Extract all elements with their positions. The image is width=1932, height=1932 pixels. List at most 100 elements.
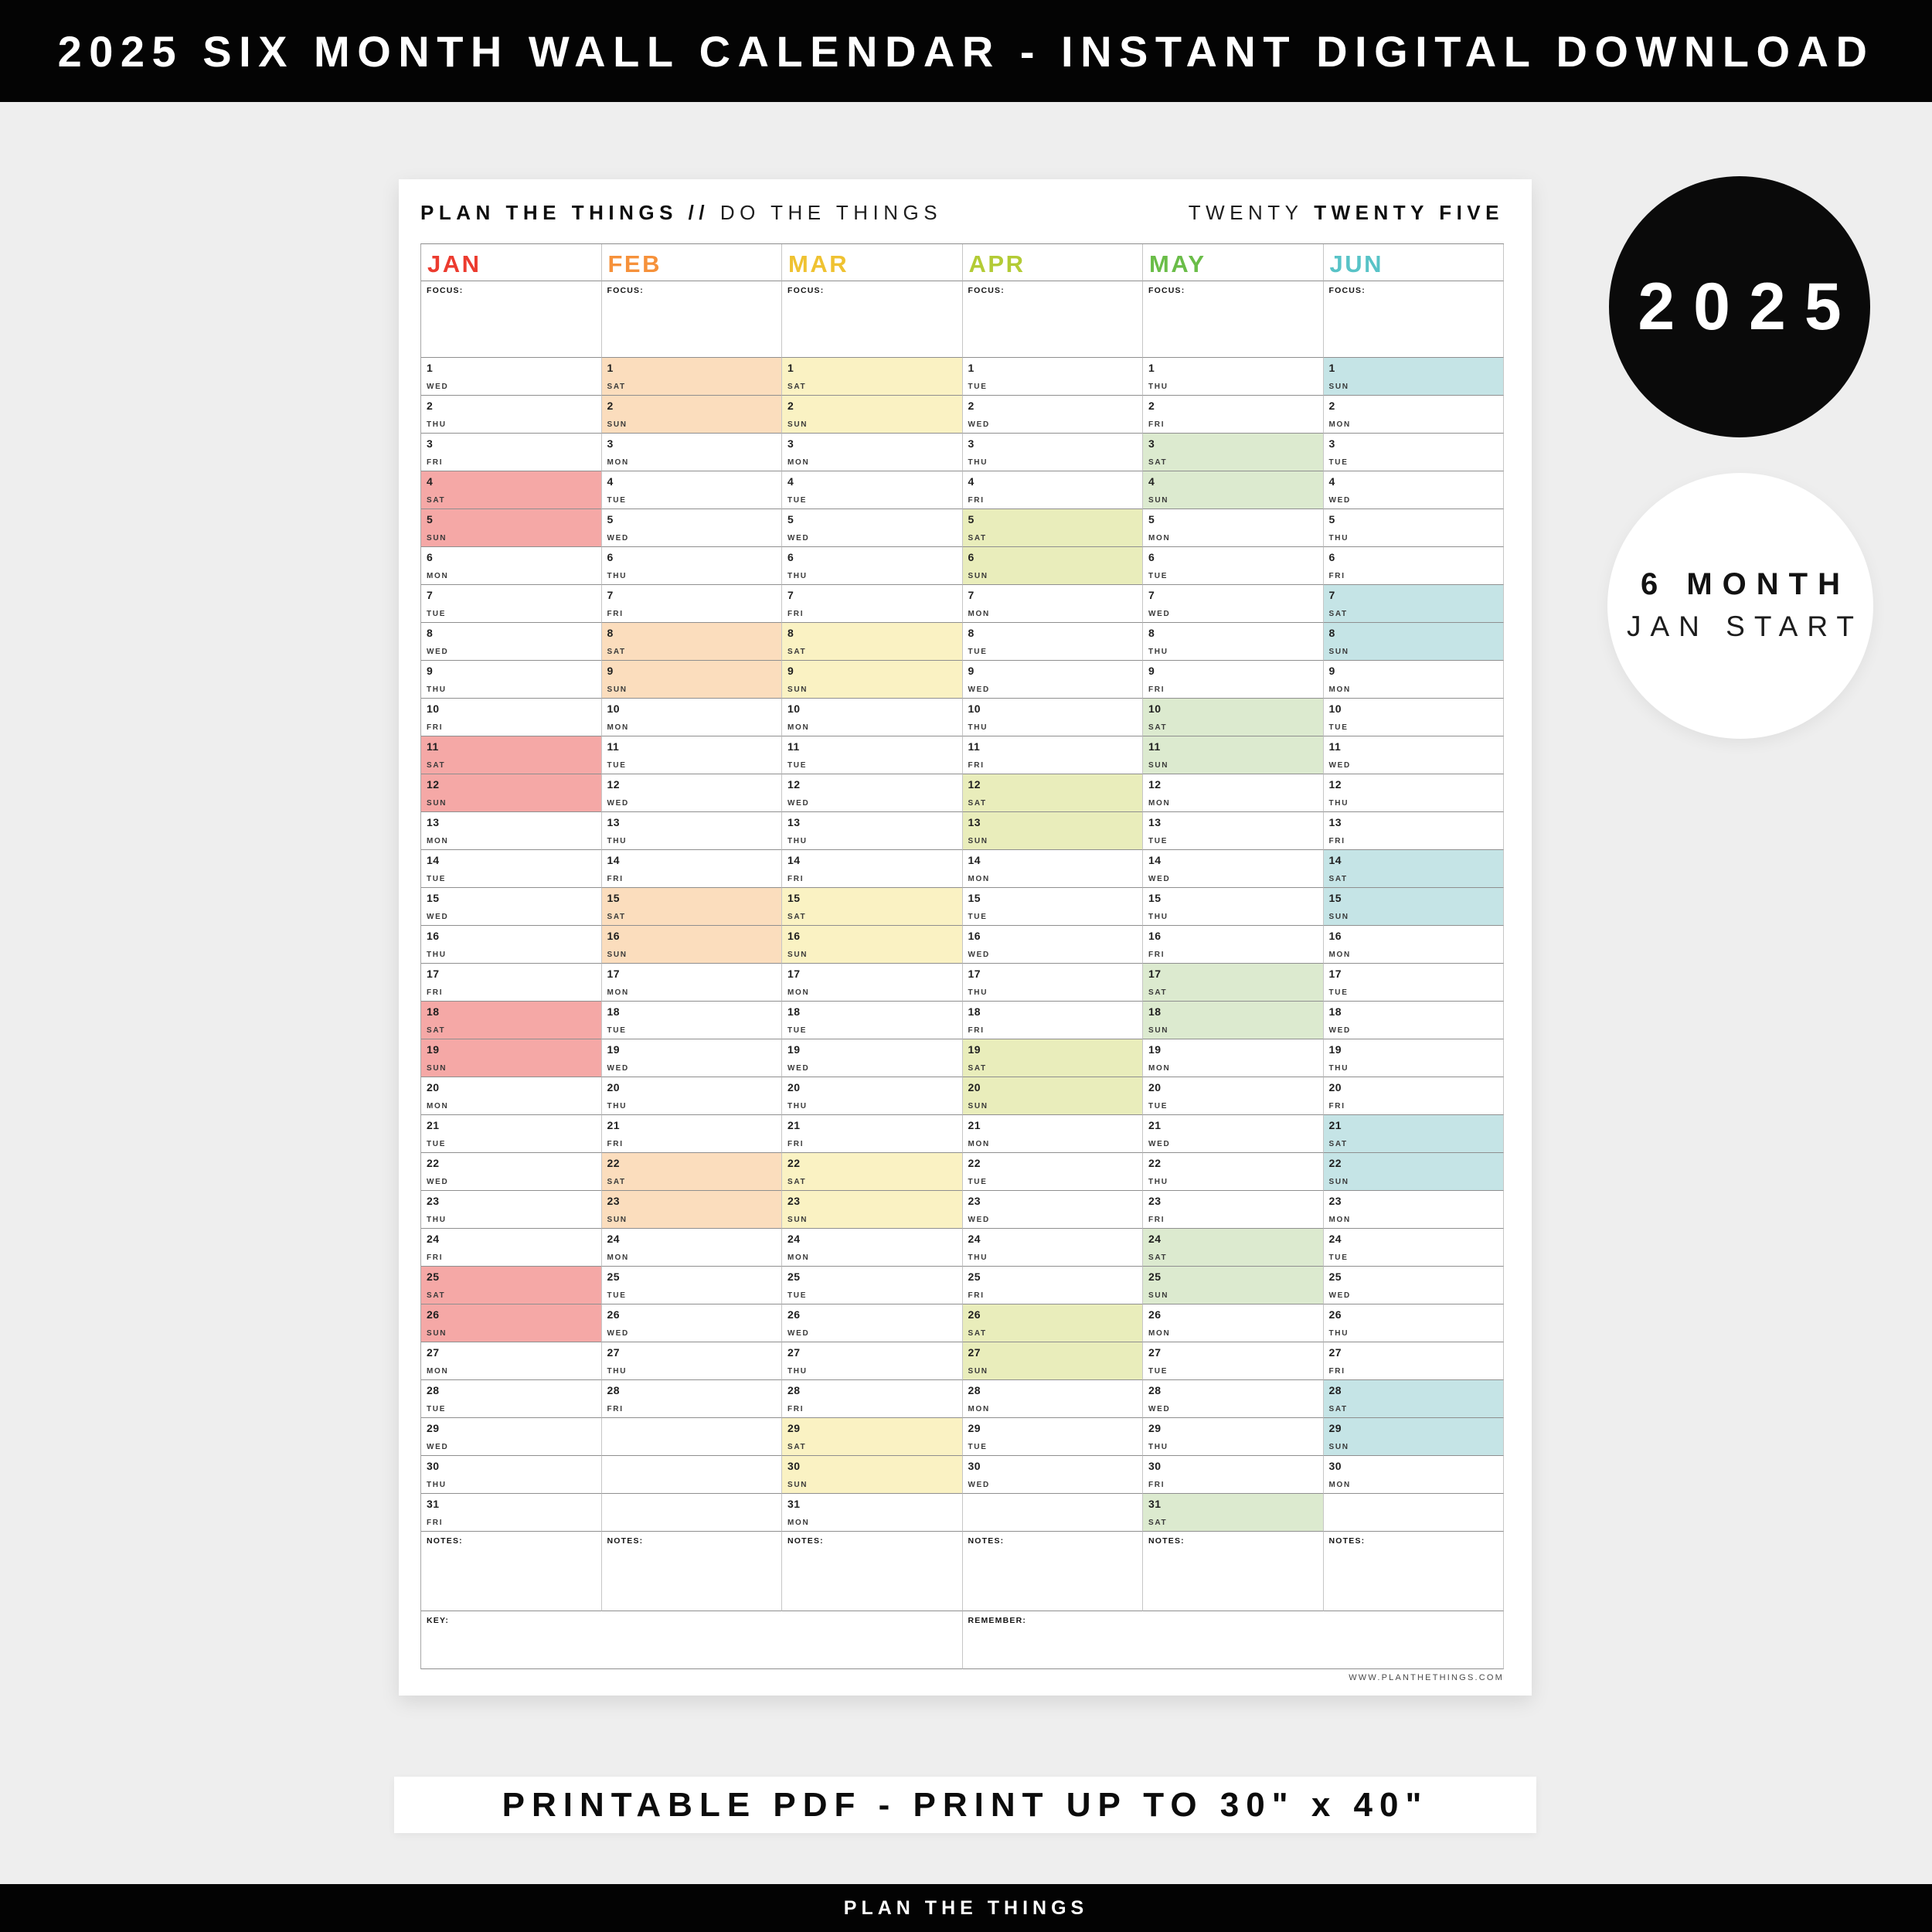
day-cell-apr-14: 14 MON [962,850,1143,888]
day-weekday: SAT [1328,1405,1348,1413]
brand-line: PLAN THE THINGS // DO THE THINGS [420,201,942,225]
day-cell-jun-23: 23 MON [1323,1191,1504,1229]
day-number: 17 [607,968,621,980]
day-number: 20 [607,1081,621,1094]
day-number: 21 [1148,1119,1162,1131]
day-number: 19 [787,1043,801,1056]
day-number: 13 [607,816,621,828]
day-number: 30 [787,1460,801,1472]
day-weekday: WED [968,951,990,959]
day-cell-jun-10: 10 TUE [1323,699,1504,736]
day-cell-apr-8: 8 TUE [962,623,1143,661]
day-number: 25 [968,1270,981,1283]
day-weekday: FRI [607,1140,624,1148]
day-number: 25 [1148,1270,1162,1283]
day-cell-may-31: 31 SAT [1143,1494,1324,1532]
day-weekday: SUN [787,685,808,694]
day-number: 12 [968,778,981,791]
day-cell-may-11: 11 SUN [1143,736,1324,774]
day-cell-mar-29: 29 SAT [782,1418,963,1456]
day-number: 15 [607,892,621,904]
day-cell-feb-13: 13 THU [601,812,782,850]
day-number: 20 [1148,1081,1162,1094]
day-cell-mar-6: 6 THU [782,547,963,585]
day-weekday: SUN [1328,1443,1349,1451]
day-number: 16 [787,930,801,942]
day-weekday: MON [968,875,990,883]
day-cell-jan-20: 20 MON [421,1077,602,1115]
day-weekday: THU [1148,648,1168,656]
day-cell-feb-22: 22 SAT [601,1153,782,1191]
day-cell-may-27: 27 TUE [1143,1342,1324,1380]
day-cell-jun-12: 12 THU [1323,774,1504,812]
month-header-apr: APR [962,244,1143,281]
day-number: 20 [968,1081,981,1094]
day-weekday: THU [607,1367,628,1376]
day-number: 24 [1148,1233,1162,1245]
day-weekday: SAT [607,913,626,921]
day-cell-apr-18: 18 FRI [962,1002,1143,1039]
day-number: 29 [1148,1422,1162,1434]
day-cell-may-29: 29 THU [1143,1418,1324,1456]
day-cell-apr-31 [962,1494,1143,1532]
day-number: 27 [968,1346,981,1359]
day-weekday: FRI [968,1026,985,1035]
day-number: 17 [1328,968,1342,980]
day-cell-jan-6: 6 MON [421,547,602,585]
day-number: 8 [968,627,975,639]
day-number: 19 [1148,1043,1162,1056]
day-cell-feb-14: 14 FRI [601,850,782,888]
day-number: 16 [427,930,440,942]
day-weekday: SAT [787,1178,807,1186]
day-number: 19 [427,1043,440,1056]
day-weekday: SAT [1328,1140,1348,1148]
day-cell-may-24: 24 SAT [1143,1229,1324,1267]
day-cell-apr-11: 11 FRI [962,736,1143,774]
day-number: 26 [787,1308,801,1321]
day-number: 1 [1148,362,1155,374]
day-cell-may-10: 10 SAT [1143,699,1324,736]
day-cell-jun-28: 28 SAT [1323,1380,1504,1418]
day-cell-may-9: 9 FRI [1143,661,1324,699]
day-number: 24 [607,1233,621,1245]
day-weekday: SUN [968,572,988,580]
day-weekday: MON [968,610,990,618]
day-cell-jun-5: 5 THU [1323,509,1504,547]
day-weekday: TUE [1328,458,1349,467]
day-weekday: WED [968,1481,990,1489]
day-weekday: TUE [1148,1367,1168,1376]
day-cell-apr-2: 2 WED [962,396,1143,434]
day-cell-mar-4: 4 TUE [782,471,963,509]
day-number: 11 [968,740,981,753]
day-cell-jun-16: 16 MON [1323,926,1504,964]
day-weekday: SUN [1148,1026,1169,1035]
year-badge: 2025 [1609,176,1870,437]
day-number: 10 [1148,702,1162,715]
day-weekday: SUN [607,1216,628,1224]
month-header-mar: MAR [782,244,963,281]
day-weekday: SAT [787,383,807,391]
day-cell-feb-12: 12 WED [601,774,782,812]
focus-label: FOCUS: [427,286,464,295]
day-weekday: THU [1148,1178,1168,1186]
day-number: 12 [607,778,621,791]
day-number: 3 [427,437,434,450]
day-number: 29 [427,1422,440,1434]
day-cell-may-6: 6 TUE [1143,547,1324,585]
day-cell-apr-19: 19 SAT [962,1039,1143,1077]
day-cell-mar-24: 24 MON [782,1229,963,1267]
day-number: 25 [1328,1270,1342,1283]
day-cell-apr-15: 15 TUE [962,888,1143,926]
focus-label: FOCUS: [787,286,825,295]
notes-cell-mar: NOTES: [782,1532,963,1611]
bottom-banner: PRINTABLE PDF - PRINT UP TO 30" x 40" [394,1777,1536,1833]
month-name: FEB [607,250,662,277]
day-cell-apr-16: 16 WED [962,926,1143,964]
day-number: 26 [1148,1308,1162,1321]
day-cell-feb-17: 17 MON [601,964,782,1002]
day-cell-feb-7: 7 FRI [601,585,782,623]
day-number: 21 [1328,1119,1342,1131]
day-number: 7 [427,589,434,601]
day-number: 25 [607,1270,621,1283]
day-weekday: MON [607,1253,629,1262]
